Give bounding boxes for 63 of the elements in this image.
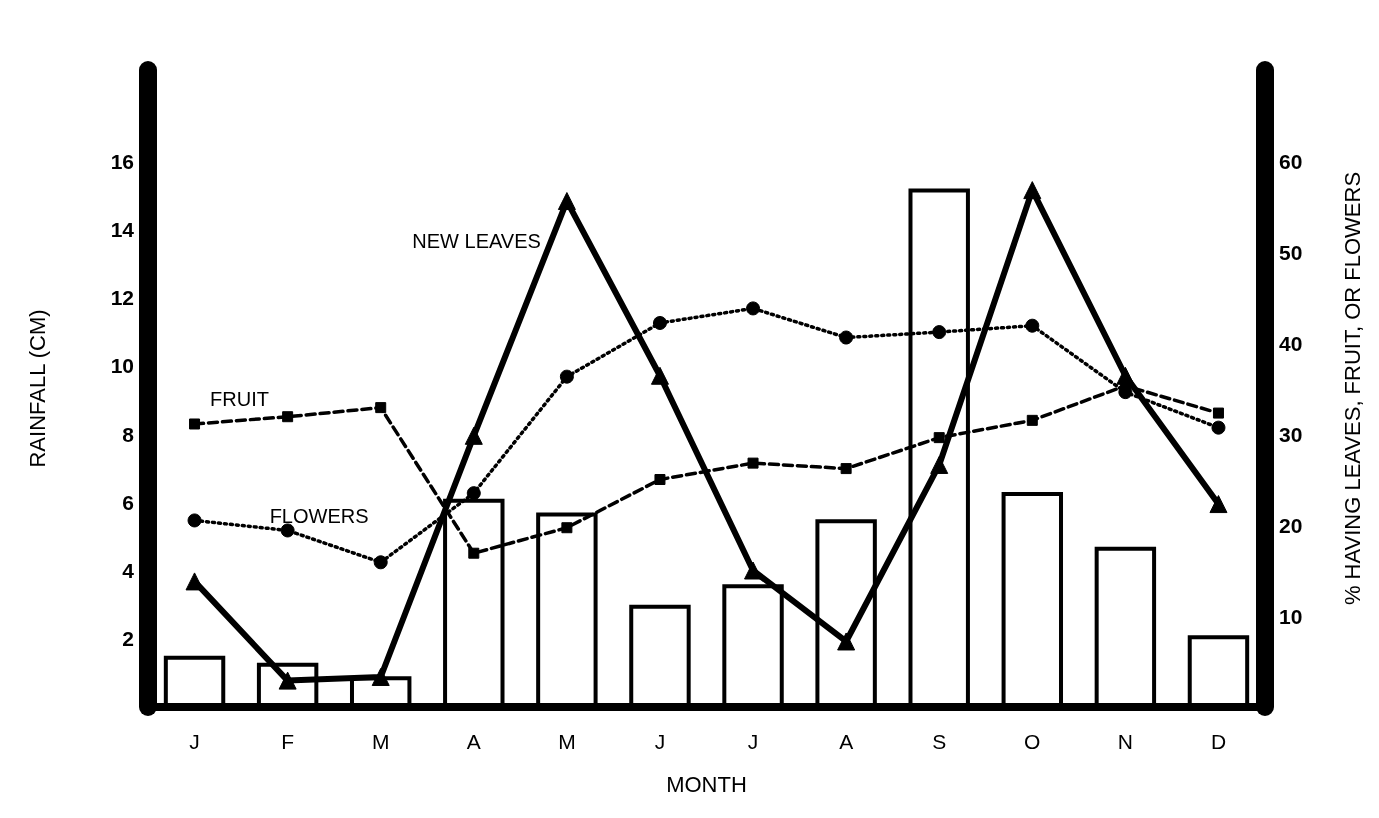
point — [652, 315, 667, 330]
point — [744, 561, 763, 580]
point — [1023, 181, 1042, 200]
x-tick-label: N — [1117, 730, 1133, 753]
x-tick-label: J — [654, 730, 666, 753]
y-axis-title: RAINFALL (CM) — [24, 309, 50, 468]
series-label: FRUIT — [210, 388, 269, 411]
x-tick-label: F — [281, 730, 295, 753]
x-tick-label: O — [1024, 730, 1041, 753]
y-tick-label: 16 — [110, 149, 134, 173]
point — [747, 457, 759, 469]
point — [1211, 420, 1226, 435]
y-tick-label: 4 — [122, 559, 135, 583]
y-tick-label: 14 — [110, 217, 135, 241]
point — [187, 513, 202, 528]
y-tick-label: 10 — [110, 354, 134, 378]
x-tick-label: A — [466, 730, 481, 753]
y-tick-label: 6 — [122, 490, 134, 514]
x-tick-label: J — [747, 730, 759, 753]
y2-tick-label: 60 — [1279, 149, 1303, 173]
point — [654, 474, 666, 485]
y2-tick-label: 40 — [1279, 331, 1303, 355]
x-tick-label: A — [839, 730, 854, 753]
point — [1026, 414, 1038, 426]
y-tick-label: 2 — [122, 627, 134, 651]
y-tick-label: 12 — [110, 286, 134, 310]
point — [1209, 495, 1228, 514]
point — [746, 301, 761, 316]
series-label: NEW LEAVES — [412, 230, 541, 253]
point — [1025, 318, 1040, 333]
point — [280, 523, 295, 538]
x-tick-label: S — [932, 730, 947, 753]
x-tick-label: M — [558, 730, 576, 753]
point — [932, 325, 947, 340]
point — [468, 547, 480, 559]
y2-tick-label: 20 — [1279, 513, 1303, 537]
point — [839, 330, 854, 345]
y2-axis-title: % HAVING LEAVES, FRUIT, OR FLOWERS — [1339, 171, 1365, 606]
y-tick-label: 8 — [122, 422, 135, 446]
point — [561, 522, 573, 534]
point — [930, 455, 949, 474]
point — [373, 555, 388, 570]
point — [1212, 407, 1224, 419]
point — [557, 192, 576, 211]
point — [650, 366, 669, 385]
point — [933, 432, 945, 444]
y2-tick-label: 50 — [1279, 240, 1303, 264]
y2-tick-label: 10 — [1279, 604, 1303, 628]
y2-tick-label: 30 — [1279, 422, 1303, 446]
point — [464, 426, 483, 445]
series-label: FLOWERS — [269, 505, 369, 528]
point — [837, 632, 856, 651]
x-tick-label: J — [189, 730, 200, 753]
point — [840, 463, 852, 475]
point — [466, 486, 481, 501]
x-tick-label: D — [1210, 730, 1227, 753]
point — [375, 402, 387, 414]
point — [559, 369, 574, 384]
x-axis-title: MONTH — [666, 771, 747, 797]
point — [371, 667, 390, 686]
x-tick-label: M — [371, 730, 390, 753]
point — [282, 411, 294, 423]
point — [189, 418, 201, 430]
